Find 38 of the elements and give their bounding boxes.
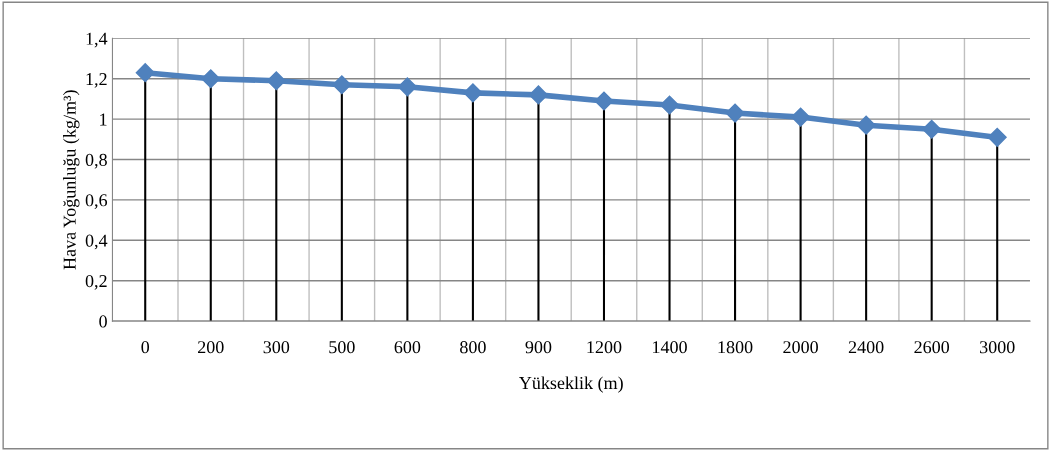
x-tick-label: 2600: [914, 341, 950, 354]
x-tick-label: 2000: [783, 341, 818, 354]
point: [791, 107, 811, 127]
point: [463, 83, 483, 103]
x-tick-label: 200: [198, 341, 224, 354]
y-tick-label: 0,2: [85, 274, 107, 290]
point: [987, 127, 1007, 147]
y-tick-label: 0,8: [85, 153, 107, 169]
point: [266, 71, 286, 91]
point: [135, 63, 155, 83]
y-tick-label: 0: [99, 315, 107, 328]
x-tick-label: 500: [329, 341, 355, 354]
x-axis-title: Yükseklik (m): [519, 376, 623, 393]
point: [725, 103, 745, 123]
x-tick-label: 900: [525, 341, 552, 354]
x-tick-label: 1400: [653, 341, 687, 354]
y-axis-title: Hava Yoğunluğu (kg/m³): [63, 90, 80, 270]
x-tick-label: 800: [460, 341, 486, 354]
point: [856, 115, 876, 135]
y-tick-label: 1,4: [86, 32, 108, 48]
y-tick-label: 1,2: [86, 73, 107, 88]
x-tick-label: 300: [263, 341, 290, 354]
x-tick-label: 0: [141, 341, 150, 354]
x-tick-label: 2400: [848, 341, 884, 354]
point: [332, 75, 352, 95]
point: [201, 69, 221, 89]
point: [594, 91, 614, 111]
x-tick-label: 600: [394, 341, 421, 354]
x-tick-label: 3000: [980, 341, 1015, 354]
y-tick-label: 1: [100, 113, 107, 126]
y-tick-label: 0,4: [85, 234, 108, 250]
x-tick-label: 1800: [718, 341, 753, 354]
point: [922, 119, 942, 139]
x-tick-label: 1200: [587, 341, 622, 354]
point: [528, 85, 548, 105]
point: [659, 95, 680, 115]
point: [397, 77, 417, 97]
y-tick-label: 0,6: [85, 194, 108, 209]
